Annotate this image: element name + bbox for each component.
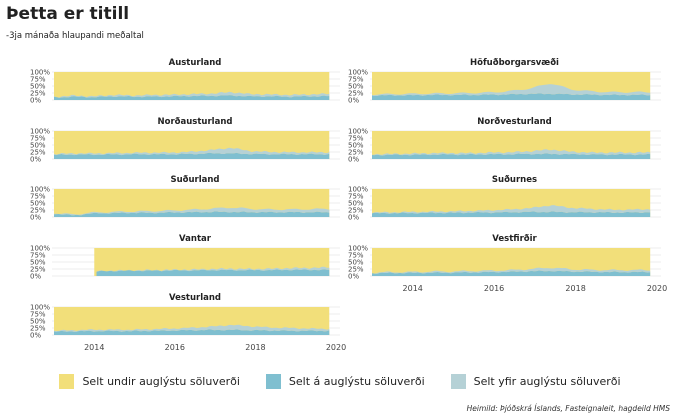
source-note: Heimild: Þjóðskrá Íslands, Fasteignaleit… [466,404,670,413]
y-tick-label: 0% [30,214,41,222]
y-tick-label: 0% [30,332,41,340]
y-tick-label: 50% [30,200,46,208]
area-at-vantar [96,269,330,276]
legend-swatch-under [59,374,75,389]
legend-swatch-at [265,374,281,389]
area-over-vesturland [54,324,330,332]
area-over-nor-vesturland [372,149,651,156]
panel-title-vestfir-ir: Vestfirðir [492,234,537,244]
area-at-h-fu-borgarsv-i [372,93,651,100]
area-over-vestfir-ir [372,267,651,274]
panel-title-vesturland: Vesturland [169,293,221,303]
y-tick-label: 50% [348,83,364,91]
y-tick-label: 25% [348,266,364,274]
y-tick-label: 100% [348,69,368,77]
y-tick-label: 75% [30,135,46,143]
area-at-nor-vesturland [372,153,651,159]
y-tick-label: 50% [348,259,364,267]
panel-title-austurland: Austurland [169,58,222,68]
y-tick-label: 75% [30,252,46,260]
y-tick-label: 50% [30,259,46,267]
y-tick-label: 0% [30,156,41,164]
legend-item-over: Selt yfir auglýstu söluverði [450,374,621,389]
panel-title-h-fu-borgarsv-i: Höfuðborgarsvæði [470,58,559,68]
x-tick-label: 2020 [326,343,346,352]
faceted-area-chart: Austurland0%25%50%75%100%Höfuðborgarsvæð… [30,58,667,352]
y-tick-label: 50% [348,142,364,150]
y-tick-label: 75% [348,252,364,260]
area-at-su-urnes [372,211,651,217]
area-over-h-fu-borgarsv-i [372,84,651,96]
legend-label-at: Selt á auglýstu söluverði [288,375,425,388]
y-tick-label: 50% [30,142,46,150]
panel-title-nor-austurland: Norðausturland [158,117,233,127]
y-tick-label: 25% [30,149,46,157]
y-tick-label: 50% [30,83,46,91]
y-tick-label: 25% [30,207,46,215]
y-tick-label: 25% [30,90,46,98]
area-over-vantar [96,266,330,272]
y-tick-label: 75% [348,76,364,84]
y-tick-label: 0% [30,273,41,281]
y-tick-label: 75% [348,135,364,143]
y-tick-label: 100% [30,186,50,194]
y-tick-label: 25% [30,325,46,333]
area-at-su-urland [54,211,330,217]
y-tick-label: 100% [30,128,50,136]
y-tick-label: 0% [348,214,359,222]
panel-title-su-urnes: Suðurnes [492,175,537,185]
y-tick-label: 25% [348,207,364,215]
legend-item-at: Selt á auglýstu söluverði [265,374,425,389]
y-tick-label: 25% [348,90,364,98]
area-at-nor-austurland [54,152,330,159]
y-tick-label: 0% [348,156,359,164]
y-tick-label: 75% [30,76,46,84]
area-over-nor-austurland [54,147,330,156]
y-tick-label: 100% [30,304,50,312]
y-tick-label: 100% [348,128,368,136]
legend-label-over: Selt yfir auglýstu söluverði [473,375,621,388]
y-tick-label: 50% [30,318,46,326]
x-tick-label: 2020 [647,284,667,293]
x-tick-label: 2018 [565,284,585,293]
x-tick-label: 2014 [403,284,423,293]
y-tick-label: 0% [348,97,359,105]
x-tick-label: 2014 [84,343,104,352]
area-over-su-urnes [372,205,651,214]
panel-title-vantar: Vantar [179,234,212,244]
legend-item-under: Selt undir auglýstu söluverði [59,374,240,389]
chart-title: Þetta er titill [6,4,130,24]
y-tick-label: 100% [30,69,50,77]
area-at-vestfir-ir [372,270,651,276]
y-tick-label: 100% [348,245,368,253]
panel-title-su-urland: Suðurland [170,175,219,185]
area-at-vesturland [54,329,330,335]
legend-swatch-over [450,374,466,389]
legend-label-under: Selt undir auglýstu söluverði [82,375,240,388]
x-tick-label: 2016 [484,284,504,293]
y-tick-label: 75% [30,311,46,319]
y-tick-label: 100% [30,245,50,253]
y-tick-label: 25% [30,266,46,274]
y-tick-label: 0% [348,273,359,281]
legend: Selt undir auglýstu söluverði Selt á aug… [0,374,680,389]
area-over-su-urland [54,207,330,216]
area-at-austurland [54,95,330,100]
area-over-austurland [54,91,330,98]
y-tick-label: 75% [348,193,364,201]
chart-subtitle: -3ja mánaða hlaupandi meðaltal [6,31,144,41]
y-tick-label: 25% [348,149,364,157]
x-tick-label: 2016 [165,343,185,352]
y-tick-label: 75% [30,193,46,201]
panel-title-nor-vesturland: Norðvesturland [477,117,551,127]
y-tick-label: 50% [348,200,364,208]
y-tick-label: 0% [30,97,41,105]
x-tick-label: 2018 [245,343,265,352]
y-tick-label: 100% [348,186,368,194]
